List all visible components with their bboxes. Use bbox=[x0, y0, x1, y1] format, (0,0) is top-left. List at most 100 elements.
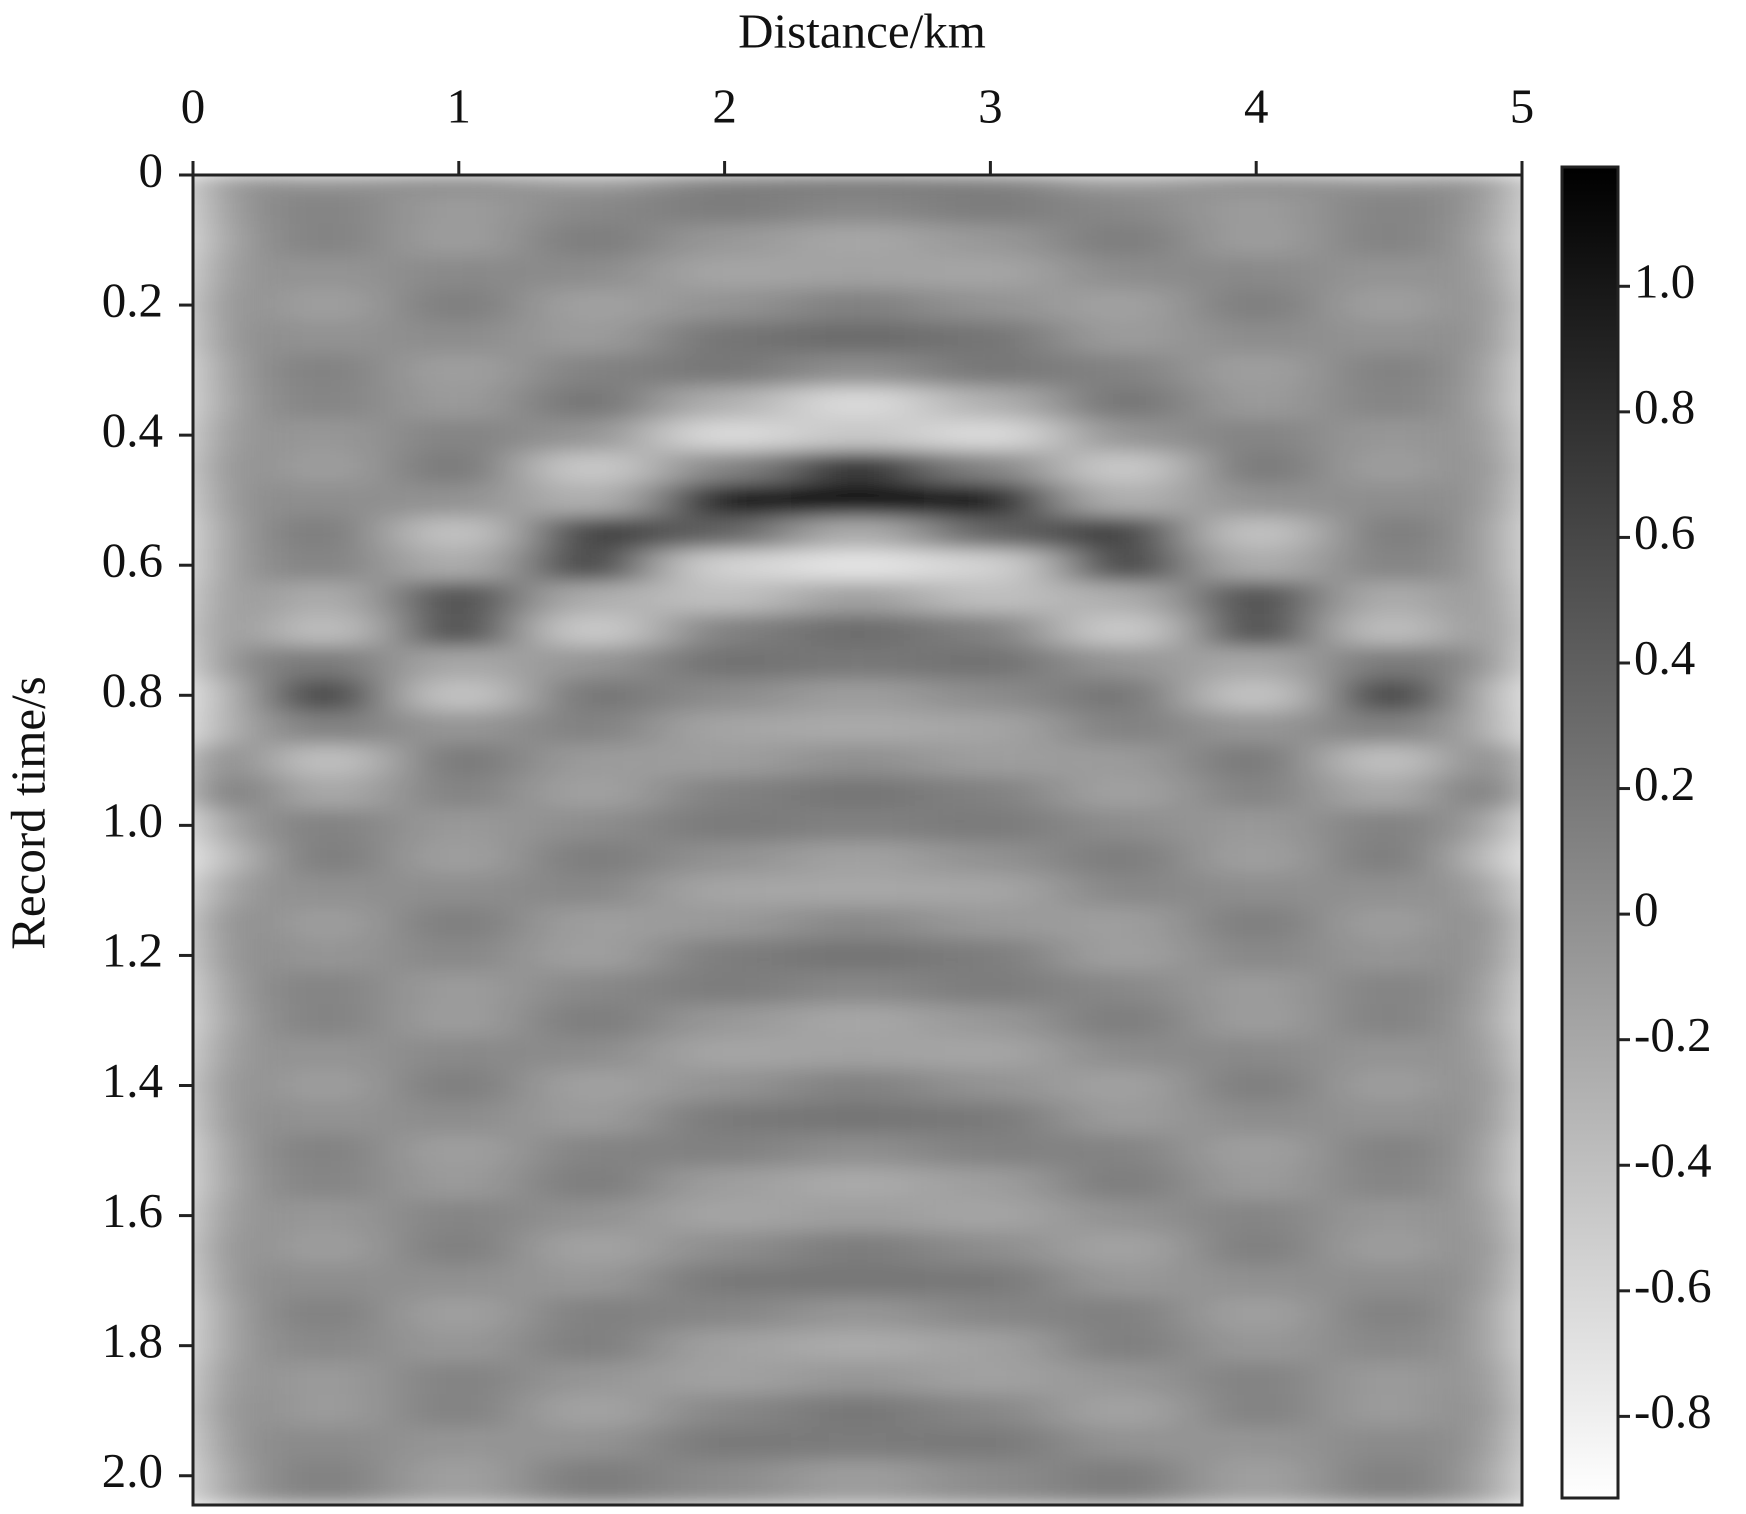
cell bbox=[392, 1036, 526, 1070]
cell bbox=[259, 939, 393, 973]
cell bbox=[923, 418, 1058, 453]
cell bbox=[1322, 679, 1457, 713]
cell bbox=[1056, 1296, 1191, 1331]
cell bbox=[791, 1426, 925, 1461]
cell bbox=[1322, 321, 1457, 355]
cell bbox=[1056, 1004, 1191, 1038]
colorbar-tick-label: -0.2 bbox=[1634, 1007, 1712, 1062]
cell bbox=[1455, 711, 1522, 745]
cell bbox=[1189, 809, 1324, 843]
cell bbox=[1322, 1426, 1457, 1461]
cell bbox=[658, 1036, 792, 1070]
cell bbox=[791, 223, 925, 257]
cell bbox=[791, 1134, 925, 1168]
cell bbox=[923, 809, 1058, 843]
cell bbox=[923, 321, 1058, 355]
cell bbox=[791, 1101, 925, 1135]
cell bbox=[658, 386, 792, 420]
cell bbox=[259, 516, 393, 550]
y-tick-label: 0.6 bbox=[102, 532, 163, 587]
cell bbox=[791, 1199, 925, 1233]
cell bbox=[1189, 288, 1324, 322]
cell bbox=[193, 776, 261, 810]
cell bbox=[1189, 1459, 1324, 1505]
cell bbox=[525, 841, 659, 875]
cell bbox=[193, 1426, 261, 1461]
cell bbox=[193, 288, 261, 322]
cell bbox=[1455, 451, 1522, 485]
cell bbox=[1189, 223, 1324, 257]
y-tick-label: 1.4 bbox=[102, 1053, 163, 1108]
colorbar-tick-label: -0.6 bbox=[1634, 1258, 1712, 1313]
cell bbox=[1056, 191, 1191, 225]
cell bbox=[193, 1004, 261, 1038]
cell bbox=[392, 906, 526, 940]
cell bbox=[259, 646, 393, 680]
cell bbox=[791, 1166, 925, 1200]
cell bbox=[791, 516, 925, 550]
cell bbox=[923, 776, 1058, 810]
cell bbox=[259, 1231, 393, 1265]
cell bbox=[791, 744, 925, 778]
cell bbox=[923, 1036, 1058, 1070]
cell bbox=[1189, 321, 1324, 355]
cell bbox=[259, 1036, 393, 1070]
cell bbox=[193, 1101, 261, 1135]
cell bbox=[923, 744, 1058, 778]
cell bbox=[1056, 971, 1191, 1005]
x-tick-label: 4 bbox=[1244, 78, 1269, 133]
cell bbox=[923, 548, 1058, 583]
cell bbox=[1189, 939, 1324, 973]
cell bbox=[923, 1264, 1058, 1298]
cell bbox=[259, 874, 393, 908]
cell bbox=[1189, 256, 1324, 290]
cell bbox=[392, 191, 526, 225]
cell bbox=[525, 483, 659, 518]
cell bbox=[658, 679, 792, 713]
cell bbox=[259, 418, 393, 453]
cell bbox=[193, 1199, 261, 1233]
cell bbox=[259, 191, 393, 225]
cell bbox=[392, 744, 526, 778]
cell bbox=[1455, 321, 1522, 355]
cell bbox=[658, 418, 792, 453]
cell bbox=[525, 548, 659, 583]
cell bbox=[193, 191, 261, 225]
y-axis-label: Record time/s bbox=[0, 676, 55, 950]
cell bbox=[791, 971, 925, 1005]
cell bbox=[658, 353, 792, 387]
y-tick-label: 1.6 bbox=[102, 1183, 163, 1238]
cell bbox=[525, 679, 659, 713]
cell bbox=[525, 1361, 659, 1396]
cell bbox=[1189, 1264, 1324, 1298]
cell bbox=[923, 1459, 1058, 1505]
colorbar-tick-label: 0 bbox=[1634, 881, 1659, 936]
cell bbox=[791, 646, 925, 680]
cell bbox=[193, 223, 261, 257]
cell bbox=[525, 321, 659, 355]
cell bbox=[1322, 223, 1457, 257]
cell bbox=[1455, 353, 1522, 387]
cell bbox=[259, 613, 393, 648]
cell bbox=[392, 1329, 526, 1363]
cell bbox=[1056, 646, 1191, 680]
cell bbox=[525, 971, 659, 1005]
cell bbox=[193, 548, 261, 583]
cell bbox=[259, 1264, 393, 1298]
cell bbox=[791, 581, 925, 615]
cell bbox=[525, 451, 659, 485]
cell bbox=[1056, 353, 1191, 387]
cell bbox=[658, 1069, 792, 1103]
cell bbox=[392, 483, 526, 518]
cell bbox=[392, 679, 526, 713]
cell bbox=[923, 223, 1058, 257]
cell bbox=[1189, 776, 1324, 810]
cell bbox=[1322, 1231, 1457, 1265]
cell bbox=[392, 1166, 526, 1200]
cell bbox=[259, 451, 393, 485]
cell bbox=[525, 256, 659, 290]
cell bbox=[1189, 191, 1324, 225]
cell bbox=[525, 906, 659, 940]
cell bbox=[1056, 256, 1191, 290]
cell bbox=[525, 386, 659, 420]
